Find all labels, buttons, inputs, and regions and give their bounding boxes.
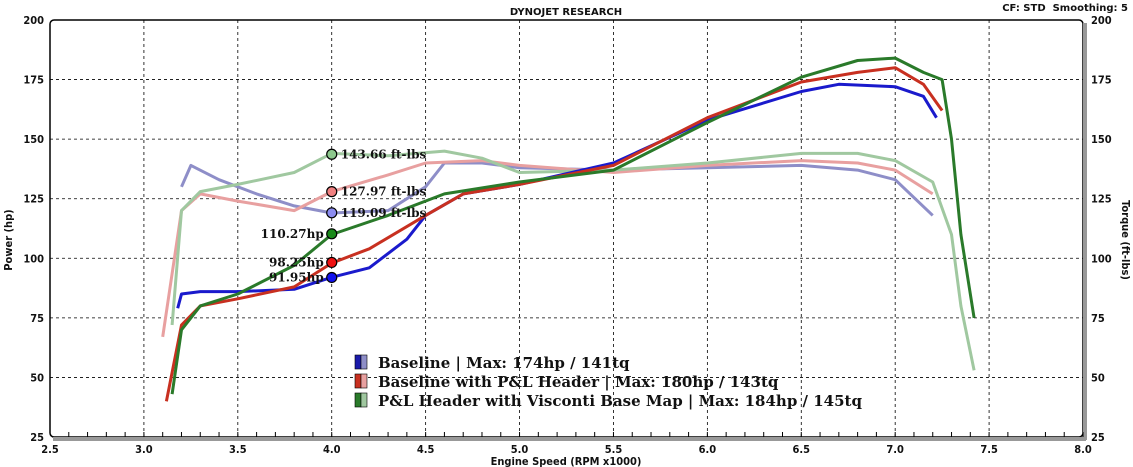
y2-tick-label: 100 xyxy=(1091,252,1112,265)
legend-swatch-light xyxy=(360,373,368,389)
legend-entry: Baseline with P&L Header | Max: 180hp / … xyxy=(378,373,779,391)
annotation-marker xyxy=(326,271,338,284)
y2-tick-label: 150 xyxy=(1091,133,1112,146)
annotation-marker xyxy=(326,186,338,198)
y-tick-label: 75 xyxy=(30,312,44,325)
series-line xyxy=(161,159,934,338)
x-tick-label: 4.0 xyxy=(323,443,341,456)
annotation-marker xyxy=(326,228,338,240)
y-tick-label: 175 xyxy=(23,74,44,87)
y-tick-label: 100 xyxy=(23,252,44,265)
legend-swatch-dark xyxy=(354,354,362,370)
y2-tick-label: 25 xyxy=(1091,431,1105,444)
x-tick-label: 3.5 xyxy=(229,443,247,456)
x-tick-label: 6.0 xyxy=(699,443,717,456)
x-tick-label: 7.0 xyxy=(886,443,904,456)
legend-entry: P&L Header with Visconti Base Map | Max:… xyxy=(378,392,862,410)
y2-tick-label: 200 xyxy=(1091,14,1112,27)
y2-axis-label: Torque (ft-lbs) xyxy=(1119,200,1132,280)
annotation-label: 91.95hp xyxy=(269,270,324,284)
y2-tick-label: 125 xyxy=(1091,193,1112,206)
chart-subtitle: CF: STD Smoothing: 5 xyxy=(1002,3,1128,14)
annotation-label: 143.66 ft-lbs xyxy=(341,147,427,161)
chart-title: DYNOJET RESEARCH xyxy=(510,7,622,18)
y2-tick-label: 175 xyxy=(1091,74,1112,87)
legend-swatch-dark xyxy=(354,392,362,408)
y-axis-label: Power (hp) xyxy=(2,209,15,270)
y-tick-label: 125 xyxy=(23,193,44,206)
x-tick-label: 4.5 xyxy=(417,443,435,456)
x-tick-label: 3.0 xyxy=(135,443,153,456)
annotation-label: 127.97 ft-lbs xyxy=(341,185,427,199)
annotation-label: 119.09 ft-lbs xyxy=(341,206,427,220)
y-tick-label: 25 xyxy=(30,431,44,444)
series-line xyxy=(170,56,976,395)
y2-tick-label: 50 xyxy=(1091,371,1105,384)
x-tick-label: 7.5 xyxy=(980,443,998,456)
plot-shadow xyxy=(53,437,1086,441)
x-tick-label: 8.0 xyxy=(1074,443,1092,456)
y-tick-label: 150 xyxy=(23,133,44,146)
x-tick-label: 5.0 xyxy=(511,443,529,456)
series-line xyxy=(170,149,976,371)
annotation-label: 98.25hp xyxy=(269,255,324,269)
legend-swatch-light xyxy=(360,392,368,408)
annotation-marker xyxy=(326,207,338,219)
legend-swatch-light xyxy=(360,354,368,370)
y2-tick-label: 75 xyxy=(1091,312,1105,325)
annotation-marker xyxy=(326,148,338,160)
legend-swatch-dark xyxy=(354,373,362,389)
series-line xyxy=(164,66,944,402)
plot-shadow xyxy=(1083,23,1087,440)
x-tick-label: 5.5 xyxy=(605,443,623,456)
y-tick-label: 200 xyxy=(23,14,44,27)
annotation-label: 110.27hp xyxy=(261,227,324,241)
legend-entry: Baseline | Max: 174hp / 141tq xyxy=(378,354,630,372)
y-tick-label: 50 xyxy=(30,371,44,384)
x-tick-label: 2.5 xyxy=(41,443,59,456)
x-axis-label: Engine Speed (RPM x1000) xyxy=(491,455,642,467)
x-tick-label: 6.5 xyxy=(793,443,811,456)
annotation-marker xyxy=(326,256,338,269)
